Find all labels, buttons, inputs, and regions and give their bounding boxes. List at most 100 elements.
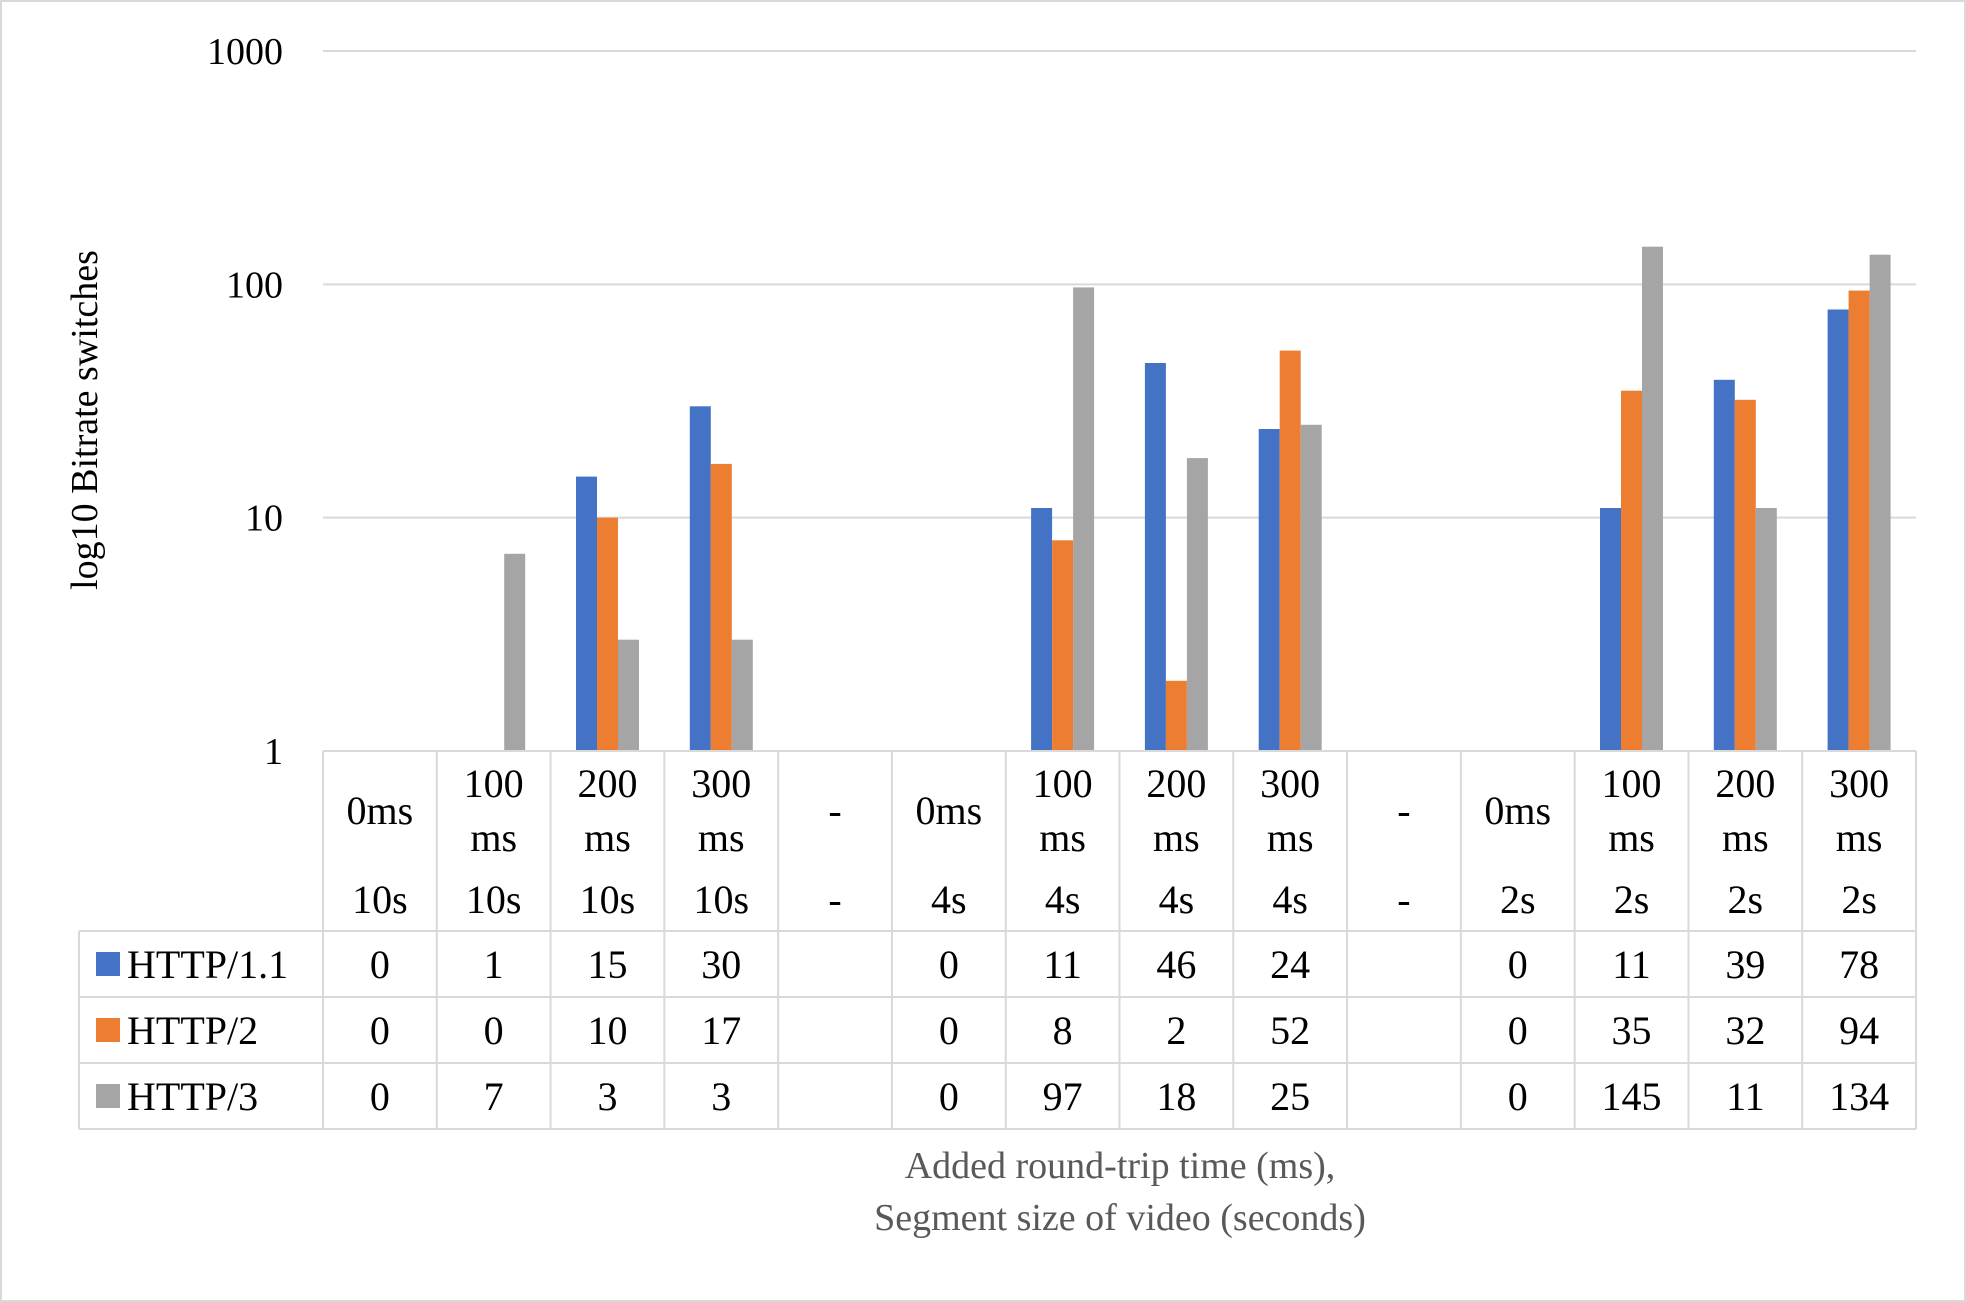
table-cell-value: 24 xyxy=(1270,942,1310,987)
table-cell-value: 0 xyxy=(939,942,959,987)
x-tick-label: 100 xyxy=(1602,761,1662,806)
data-table: 0ms10s100ms10s200ms10s300ms10s--0ms4s100… xyxy=(78,750,1917,1130)
bar xyxy=(1279,350,1301,751)
bar xyxy=(618,639,639,751)
table-cell-value: 134 xyxy=(1829,1074,1889,1119)
x-tick-label: ms xyxy=(1039,815,1086,860)
table-cell-value: 0 xyxy=(1508,942,1528,987)
x-tick-label: 2s xyxy=(1614,877,1650,922)
y-tick-label: 10 xyxy=(245,498,283,540)
table-cell-value: 0 xyxy=(370,1074,390,1119)
bar xyxy=(1642,246,1663,751)
x-tick-label: 300 xyxy=(1260,761,1320,806)
table-cell-value: 17 xyxy=(701,1008,741,1053)
y-axis-label: log10 Bitrate switches xyxy=(64,250,106,590)
x-tick-label: 4s xyxy=(1045,877,1081,922)
bar xyxy=(1848,290,1870,751)
table-cell-value: 0 xyxy=(939,1074,959,1119)
x-tick-label: ms xyxy=(1722,815,1769,860)
table-cell-value: 0 xyxy=(484,1008,504,1053)
x-tick-label: 10s xyxy=(466,877,522,922)
bar xyxy=(1869,254,1891,751)
x-tick-label: 2s xyxy=(1728,877,1764,922)
x-tick-label: ms xyxy=(470,815,517,860)
table-cell-value: 11 xyxy=(1612,942,1651,987)
table-cell-value: 35 xyxy=(1612,1008,1652,1053)
bar xyxy=(1031,508,1053,751)
legend-label: HTTP/3 xyxy=(127,1074,258,1119)
table-cell-value: 39 xyxy=(1725,942,1765,987)
legend-label: HTTP/1.1 xyxy=(127,942,288,987)
table-cell-value: 11 xyxy=(1043,942,1082,987)
x-tick-label: 0ms xyxy=(347,788,414,833)
x-tick-label: 200 xyxy=(577,761,637,806)
y-axis-tick-labels: 1 10 100 1000 xyxy=(207,31,283,773)
bar xyxy=(1144,363,1166,751)
bar xyxy=(1621,390,1642,751)
bar xyxy=(504,553,526,751)
x-tick-label: 4s xyxy=(1159,877,1195,922)
x-tick-label: 4s xyxy=(931,877,967,922)
bar xyxy=(731,639,753,751)
table-cell-value: 25 xyxy=(1270,1074,1310,1119)
x-tick-label: 300 xyxy=(691,761,751,806)
table-cell-value: 0 xyxy=(939,1008,959,1053)
table-cell-value: 52 xyxy=(1270,1008,1310,1053)
x-tick-label: ms xyxy=(1153,815,1200,860)
x-tick-label: ms xyxy=(584,815,631,860)
x-axis-label-line-2: Segment size of video (seconds) xyxy=(874,1197,1366,1239)
table-cell-value: 46 xyxy=(1156,942,1196,987)
x-tick-label: 300 xyxy=(1829,761,1889,806)
table-cell-value: 7 xyxy=(484,1074,504,1119)
x-tick-label: ms xyxy=(1267,815,1314,860)
bar xyxy=(1827,309,1849,751)
table-cell-value: 32 xyxy=(1725,1008,1765,1053)
bar xyxy=(1165,680,1187,751)
legend-swatch xyxy=(96,1018,120,1042)
table-cell-value: 145 xyxy=(1602,1074,1662,1119)
x-tick-label: 200 xyxy=(1715,761,1775,806)
x-tick-label: 100 xyxy=(464,761,524,806)
table-cell-value: 15 xyxy=(587,942,627,987)
x-tick-label: 4s xyxy=(1272,877,1308,922)
x-tick-label: 200 xyxy=(1146,761,1206,806)
x-tick-label: - xyxy=(1397,788,1410,833)
table-cell-value: 2 xyxy=(1166,1008,1186,1053)
table-cell-value: 0 xyxy=(1508,1074,1528,1119)
bar xyxy=(1300,424,1322,751)
x-tick-label: 10s xyxy=(693,877,749,922)
table-cell-value: 30 xyxy=(701,942,741,987)
bar xyxy=(710,463,732,751)
x-tick-label: - xyxy=(1397,877,1410,922)
table-cell-value: 1 xyxy=(484,942,504,987)
table-cell-value: 8 xyxy=(1053,1008,1073,1053)
x-tick-label: - xyxy=(828,877,841,922)
y-tick-label: 1000 xyxy=(207,31,283,73)
bar xyxy=(1052,540,1074,751)
y-tick-label: 100 xyxy=(226,264,283,306)
y-tick-label: 1 xyxy=(264,731,283,773)
x-tick-label: 100 xyxy=(1033,761,1093,806)
x-tick-label: ms xyxy=(698,815,745,860)
table-cell-value: 97 xyxy=(1043,1074,1083,1119)
table-cell-value: 0 xyxy=(1508,1008,1528,1053)
bar xyxy=(1734,399,1756,751)
x-axis-label-line-1: Added round-trip time (ms), xyxy=(905,1145,1336,1187)
table-cell-value: 3 xyxy=(597,1074,617,1119)
table-cell-value: 94 xyxy=(1839,1008,1879,1053)
x-tick-label: 0ms xyxy=(915,788,982,833)
bars xyxy=(504,246,1891,751)
legend-label: HTTP/2 xyxy=(127,1008,258,1053)
x-tick-label: 0ms xyxy=(1484,788,1551,833)
table-cell-value: 11 xyxy=(1726,1074,1765,1119)
bar xyxy=(1713,379,1735,751)
table-cell-value: 0 xyxy=(370,942,390,987)
bar xyxy=(1600,508,1621,751)
table-cell-value: 18 xyxy=(1156,1074,1196,1119)
x-tick-label: 10s xyxy=(580,877,636,922)
legend-swatch xyxy=(96,1084,120,1108)
x-tick-label: - xyxy=(828,788,841,833)
bar xyxy=(1073,287,1095,751)
